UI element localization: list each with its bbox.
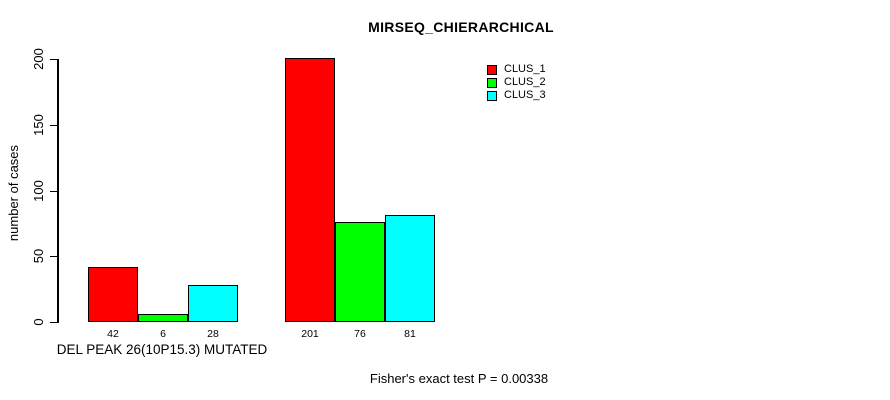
bar-value-label: 76 (354, 328, 366, 340)
x-axis-group-label: DEL PEAK 26(10P15.3) MUTATED (56, 342, 268, 357)
legend-row: CLUS_1 (487, 63, 546, 76)
bar (335, 222, 385, 322)
bar-value-label: 201 (301, 328, 319, 340)
y-tick-label: 50 (31, 248, 46, 264)
y-tick-mark (50, 190, 57, 192)
y-tick-label: 200 (31, 48, 46, 70)
legend-swatch (487, 77, 497, 88)
bar (385, 215, 435, 322)
y-tick-mark (50, 124, 57, 126)
bar (138, 314, 188, 322)
legend-swatch (487, 64, 497, 75)
y-tick-mark (50, 58, 57, 60)
y-tick-label: 0 (31, 318, 46, 326)
y-tick-mark (50, 255, 57, 257)
bar (88, 267, 138, 322)
legend: CLUS_1 CLUS_2 CLUS_3 (487, 63, 546, 102)
legend-swatch (487, 90, 497, 101)
bar-value-label: 28 (207, 328, 219, 340)
y-axis-line (57, 59, 59, 323)
bar-value-label: 81 (404, 328, 416, 340)
legend-row: CLUS_3 (487, 89, 546, 102)
bar (285, 58, 335, 322)
y-tick-label: 100 (31, 180, 46, 202)
bar-value-label: 6 (160, 328, 166, 340)
legend-label: CLUS_2 (504, 76, 546, 88)
y-axis-label: number of cases (6, 144, 21, 242)
chart-title: MIRSEQ_CHIERARCHICAL (368, 19, 554, 35)
legend-label: CLUS_3 (504, 89, 546, 101)
bar-value-label: 42 (107, 328, 119, 340)
legend-row: CLUS_2 (487, 76, 546, 89)
legend-label: CLUS_1 (504, 63, 546, 75)
y-tick-mark (50, 321, 57, 323)
fisher-test-note: Fisher's exact test P = 0.00338 (369, 371, 549, 386)
y-tick-label: 150 (31, 114, 46, 136)
bar (188, 285, 238, 322)
